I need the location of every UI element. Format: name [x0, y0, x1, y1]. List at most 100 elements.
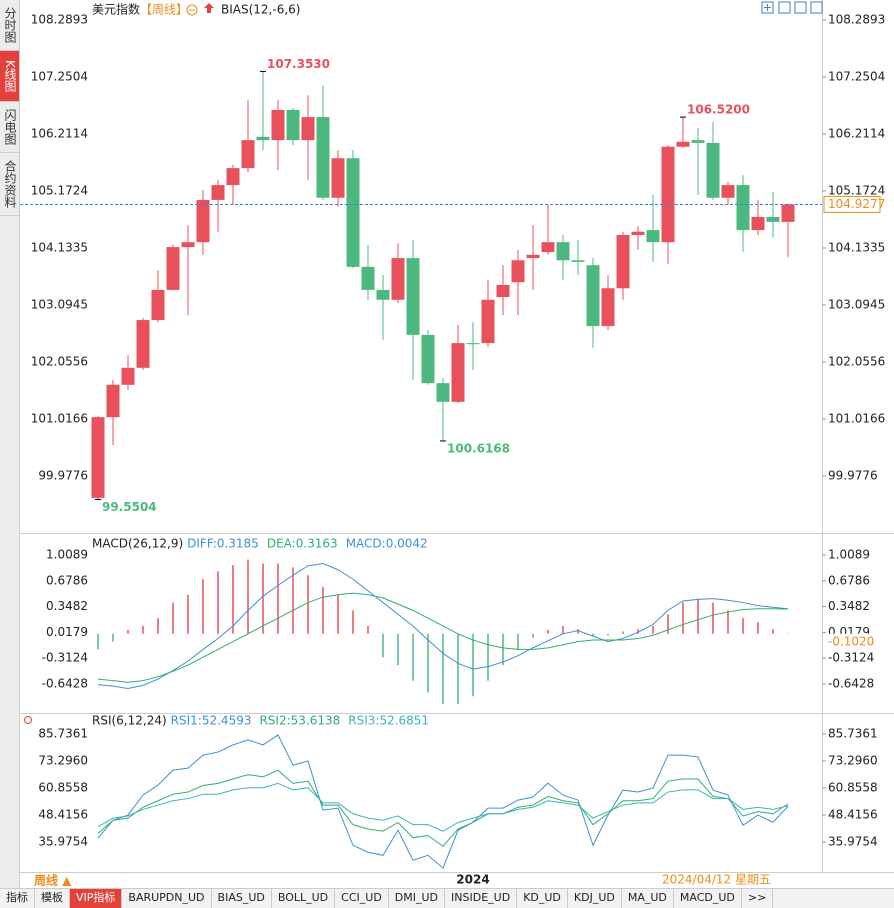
- chart: 美元指数 【周线】 BIAS(12,-6,6) 周线 ▲ 2024/04/12 …: [20, 0, 894, 888]
- candle-body: [451, 343, 465, 402]
- y-tick-label-left: 0.6786: [46, 573, 88, 587]
- y-tick-label-left: 105.1724: [31, 184, 88, 198]
- candle-body: [466, 343, 480, 345]
- tab[interactable]: KDJ_UD: [568, 889, 622, 908]
- candle-body: [616, 235, 630, 289]
- y-tick-label-left: 85.7361: [38, 726, 88, 740]
- indicator-label: BIAS(12,-6,6): [221, 3, 300, 17]
- tab[interactable]: MACD_UD: [674, 889, 742, 908]
- candle-body: [406, 258, 420, 335]
- candle-body: [376, 289, 390, 300]
- last-price-box: [823, 195, 881, 213]
- candle-body: [436, 383, 450, 402]
- tab[interactable]: VIP指标: [70, 889, 123, 908]
- candle-body: [151, 289, 165, 321]
- candle-body: [121, 367, 135, 385]
- tab[interactable]: CCI_UD: [335, 889, 389, 908]
- y-tick-label: 1.0089: [828, 547, 870, 561]
- panel-title: RSI(6,12,24): [92, 714, 167, 728]
- arrow-icon: [204, 3, 214, 13]
- period-button[interactable]: 周线 ▲: [34, 873, 72, 888]
- tab[interactable]: BARUPDN_UD: [122, 889, 212, 908]
- tab[interactable]: MA_UD: [622, 889, 674, 908]
- candle-body: [301, 117, 315, 141]
- side-tab[interactable]: 分时图: [0, 0, 19, 51]
- y-tick-label-left: 106.2114: [31, 127, 88, 141]
- y-tick-label-left: 104.1335: [31, 241, 88, 255]
- tab[interactable]: KD_UD: [517, 889, 568, 908]
- panel-title: MACD(26,12,9): [92, 537, 183, 551]
- candle-body: [106, 384, 120, 418]
- candle-body: [91, 417, 105, 498]
- legend-entry: DEA:0.3163: [267, 537, 338, 551]
- series-line: [97, 782, 789, 832]
- candle-body: [541, 242, 555, 253]
- side-tab[interactable]: K线图: [0, 51, 19, 102]
- minus-icon: [186, 4, 198, 16]
- tab[interactable]: 指标: [0, 889, 35, 908]
- y-tick-label-left: 108.2893: [31, 13, 88, 27]
- series-line: [97, 769, 789, 848]
- series-line: [97, 592, 789, 683]
- y-tick-label-left: 60.8558: [38, 781, 88, 795]
- tab[interactable]: DMI_UD: [389, 889, 446, 908]
- side-tab[interactable]: 合约资料: [0, 153, 19, 216]
- y-tick-label-left: 99.9776: [38, 469, 88, 483]
- candle-body: [256, 136, 270, 141]
- last-price-label: 104.9277: [828, 197, 885, 211]
- y-tick-label-left: 0.3482: [46, 599, 88, 613]
- annotation: 100.6168: [447, 441, 510, 455]
- candle-body: [646, 230, 660, 243]
- candle-body: [496, 284, 510, 298]
- tab[interactable]: BIAS_UD: [212, 889, 272, 908]
- y-tick-label: 103.0945: [828, 298, 885, 312]
- candle-body: [286, 109, 300, 141]
- cursor-date: 2024/04/12 星期五: [662, 873, 771, 887]
- legend-entry: RSI3:52.6851: [348, 714, 429, 728]
- y-tick-label: 35.9754: [828, 835, 878, 849]
- annotation: 106.5200: [687, 103, 750, 117]
- candle-body: [691, 140, 705, 143]
- legend-entry: RSI2:53.6138: [259, 714, 340, 728]
- y-tick-label: 99.9776: [828, 469, 878, 483]
- settings-icon: [24, 716, 32, 724]
- candle-body: [676, 141, 690, 147]
- series-line: [97, 562, 789, 689]
- marker-label: -0.1020: [828, 634, 874, 648]
- tab[interactable]: INSIDE_UD: [445, 889, 518, 908]
- candle-body: [736, 185, 750, 231]
- legend-entry: RSI1:52.4593: [171, 714, 252, 728]
- tab[interactable]: >>: [742, 889, 774, 908]
- candle-body: [226, 168, 240, 186]
- series-line: [97, 734, 789, 869]
- candle-body: [346, 158, 360, 267]
- candle-body: [751, 216, 765, 231]
- y-tick-label: 106.2114: [828, 127, 885, 141]
- side-tab[interactable]: 闪电图: [0, 102, 19, 153]
- y-tick-label: 73.2960: [828, 753, 878, 767]
- annotation: 99.5504: [102, 500, 157, 514]
- toolbar-icons: [761, 1, 823, 14]
- y-tick-label-left: 73.2960: [38, 753, 88, 767]
- y-tick-label-left: 1.0089: [46, 547, 88, 561]
- candle-body: [421, 334, 435, 384]
- y-tick-label: 107.2504: [828, 70, 885, 84]
- candle-body: [766, 216, 780, 222]
- y-tick-label: 48.4156: [828, 808, 878, 822]
- candle-body: [661, 146, 675, 243]
- period-label: 【周线】: [140, 3, 188, 17]
- candle-body: [511, 260, 525, 283]
- candle-body: [166, 247, 180, 290]
- candle-body: [271, 109, 285, 141]
- y-tick-label: -0.6428: [828, 677, 874, 691]
- candle-body: [721, 185, 735, 198]
- y-tick-label-left: 103.0945: [31, 298, 88, 312]
- y-tick-label: 85.7361: [828, 726, 878, 740]
- y-tick-label-left: 101.0166: [31, 412, 88, 426]
- sidebar: 分时图 K线图 闪电图 合约资料: [0, 0, 20, 888]
- chart-title: 美元指数: [92, 2, 140, 17]
- tab[interactable]: 模板: [35, 889, 70, 908]
- tab[interactable]: BOLL_UD: [272, 889, 336, 908]
- candle-body: [781, 204, 795, 222]
